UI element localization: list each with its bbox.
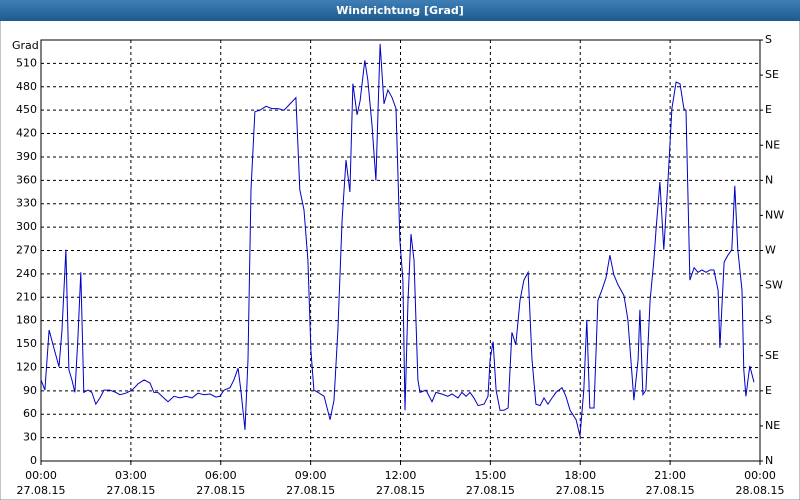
y-tick-label: 480 — [16, 80, 37, 93]
y-tick-label: 180 — [16, 314, 37, 327]
y2-tick-label: SW — [765, 279, 783, 292]
y2-tick-label: S — [765, 33, 772, 46]
y2-tick-label: E — [765, 103, 772, 116]
y-tick-label: 150 — [16, 337, 37, 350]
y2-tick-label: NE — [765, 138, 780, 151]
y-tick-label: 120 — [16, 360, 37, 373]
y2-tick-label: N — [765, 173, 773, 186]
x-tick-date: 27.08.15 — [17, 484, 66, 497]
x-tick-label: 09:00 — [295, 469, 327, 482]
y2-tick-label: E — [765, 384, 772, 397]
x-tick-date: 27.08.15 — [646, 484, 695, 497]
y-tick-label: 240 — [16, 267, 37, 280]
x-tick-label: 03:00 — [115, 469, 147, 482]
y2-tick-label: S — [765, 314, 772, 327]
data-line — [40, 43, 755, 437]
y-tick-label: 390 — [16, 150, 37, 163]
y-tick-label: 60 — [23, 407, 37, 420]
y2-tick-label: N — [765, 454, 773, 467]
x-tick-label: 18:00 — [564, 469, 596, 482]
y2-tick-label: NW — [765, 208, 784, 221]
y-tick-label: 510 — [16, 56, 37, 69]
x-tick-date: 27.08.15 — [466, 484, 515, 497]
x-tick-date: 28.08.15 — [736, 484, 785, 497]
x-tick-date: 27.08.15 — [376, 484, 425, 497]
y-axis-label: Grad — [12, 39, 39, 52]
x-tick-label: 06:00 — [205, 469, 237, 482]
y-tick-label: 360 — [16, 173, 37, 186]
y-tick-label: 420 — [16, 127, 37, 140]
x-tick-date: 27.08.15 — [556, 484, 605, 497]
x-tick-label: 21:00 — [654, 469, 686, 482]
y2-tick-label: W — [765, 244, 776, 257]
x-tick-label: 15:00 — [475, 469, 507, 482]
x-tick-label: 00:00 — [744, 469, 776, 482]
y-tick-label: 330 — [16, 197, 37, 210]
x-tick-label: 00:00 — [25, 469, 57, 482]
y2-tick-label: SE — [765, 68, 779, 81]
y-tick-label: 90 — [23, 384, 37, 397]
x-tick-date: 27.08.15 — [106, 484, 155, 497]
chart-title: Windrichtung [Grad] — [336, 4, 464, 17]
x-tick-label: 12:00 — [385, 469, 417, 482]
y-tick-label: 210 — [16, 290, 37, 303]
x-tick-date: 27.08.15 — [196, 484, 245, 497]
title-bar — [0, 0, 800, 21]
y-tick-label: 300 — [16, 220, 37, 233]
y-tick-label: 0 — [30, 454, 37, 467]
y-tick-label: 450 — [16, 103, 37, 116]
x-tick-date: 27.08.15 — [286, 484, 335, 497]
y-tick-label: 30 — [23, 431, 37, 444]
y2-tick-label: SE — [765, 349, 779, 362]
y2-tick-label: NE — [765, 419, 780, 432]
y-tick-label: 270 — [16, 244, 37, 257]
